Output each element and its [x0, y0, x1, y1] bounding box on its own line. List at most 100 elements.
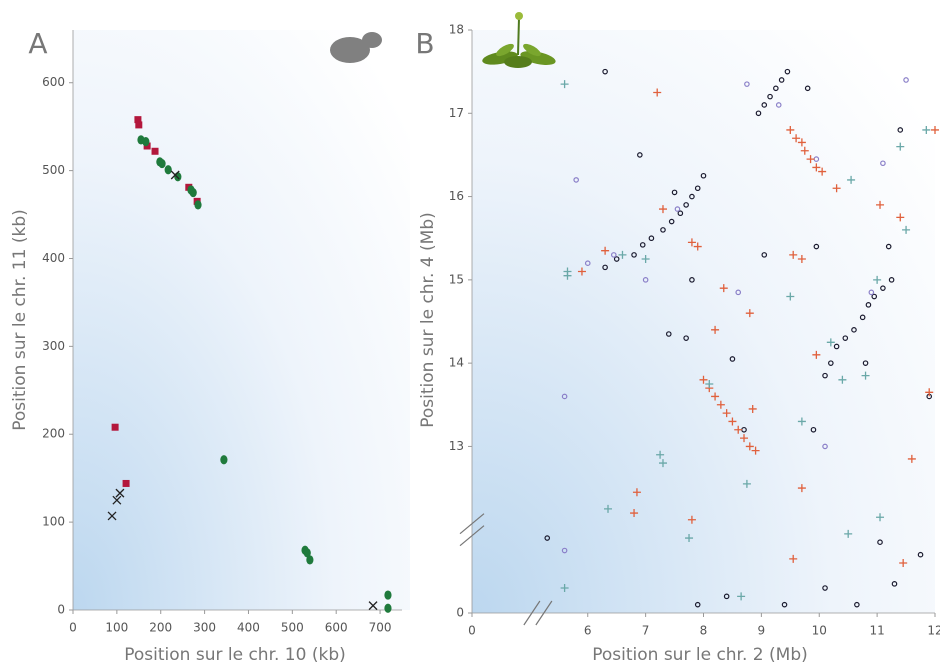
point — [810, 426, 817, 433]
point — [560, 584, 569, 593]
point — [822, 443, 828, 450]
point — [560, 80, 569, 89]
panel-letter: A — [28, 27, 47, 60]
point — [544, 535, 551, 541]
point — [786, 125, 795, 134]
point — [847, 175, 856, 184]
point — [685, 534, 694, 543]
point — [854, 601, 860, 608]
point — [631, 252, 637, 258]
point — [781, 601, 788, 608]
point — [134, 116, 142, 124]
point — [660, 227, 666, 233]
point — [880, 285, 886, 291]
point — [711, 392, 720, 401]
point — [740, 434, 749, 443]
x-tick-label: 400 — [237, 621, 260, 635]
point — [885, 243, 892, 250]
y-tick-label: 15 — [449, 272, 464, 286]
point — [735, 289, 742, 296]
point — [917, 551, 924, 558]
point — [891, 581, 898, 587]
x-tick-label: 10 — [812, 624, 827, 638]
point — [668, 218, 675, 225]
point — [112, 495, 122, 505]
point — [792, 134, 801, 143]
point — [842, 335, 849, 341]
point — [922, 125, 931, 134]
point — [876, 513, 885, 522]
point — [618, 250, 627, 259]
x-tick-label: 6 — [584, 624, 592, 638]
point — [563, 271, 572, 280]
point — [896, 213, 905, 222]
point — [838, 375, 847, 384]
y-tick-label: 300 — [42, 339, 65, 353]
point — [865, 302, 872, 308]
plot-background — [73, 30, 410, 610]
point — [111, 423, 119, 431]
point — [683, 335, 689, 341]
plant-icon — [482, 12, 556, 68]
point — [767, 93, 773, 100]
point — [761, 252, 768, 258]
point — [705, 379, 714, 388]
y-tick-label: 200 — [42, 427, 65, 441]
point — [711, 325, 720, 334]
x-tick-label: 100 — [105, 621, 128, 635]
point — [773, 85, 779, 92]
y-axis-label: Position sur le chr. 11 (kb) — [10, 209, 30, 431]
x-tick-label: 7 — [642, 624, 650, 638]
point — [700, 172, 707, 179]
point — [642, 277, 649, 283]
point — [693, 242, 702, 251]
point — [687, 238, 696, 247]
point — [851, 327, 857, 333]
point — [142, 137, 150, 147]
point — [804, 85, 811, 92]
point — [729, 356, 736, 362]
x-tick-label: 0 — [468, 624, 476, 638]
point — [833, 343, 840, 350]
x-tick-label: 300 — [193, 621, 216, 635]
point — [656, 450, 665, 459]
point — [683, 202, 689, 208]
axis-break — [459, 513, 485, 535]
point — [632, 488, 641, 497]
x-tick-label: 0 — [69, 621, 77, 635]
panel-letter: B — [415, 27, 434, 60]
point — [658, 205, 667, 214]
y-tick-label: 600 — [42, 75, 65, 89]
point — [604, 504, 613, 513]
point — [822, 372, 828, 379]
point — [677, 210, 684, 217]
point — [797, 138, 806, 147]
point — [737, 592, 746, 601]
point — [658, 459, 667, 468]
point — [384, 590, 392, 600]
point — [748, 404, 757, 413]
point — [561, 547, 568, 554]
point — [143, 142, 151, 150]
point — [384, 603, 392, 613]
point — [877, 539, 883, 546]
x-tick-label: 700 — [369, 621, 392, 635]
point — [745, 309, 754, 318]
point — [745, 442, 754, 451]
point — [665, 331, 672, 337]
point — [832, 184, 841, 193]
y-tick-label: 0 — [57, 603, 65, 617]
point — [722, 409, 731, 418]
point — [610, 252, 617, 258]
point — [899, 559, 908, 568]
point — [648, 235, 655, 242]
point — [822, 585, 828, 591]
point — [689, 277, 695, 283]
point — [306, 555, 314, 565]
point — [812, 350, 821, 359]
point — [888, 277, 895, 283]
y-tick-label: 0 — [456, 606, 464, 620]
yeast-icon — [330, 32, 382, 63]
point — [907, 454, 916, 463]
point — [728, 417, 737, 426]
